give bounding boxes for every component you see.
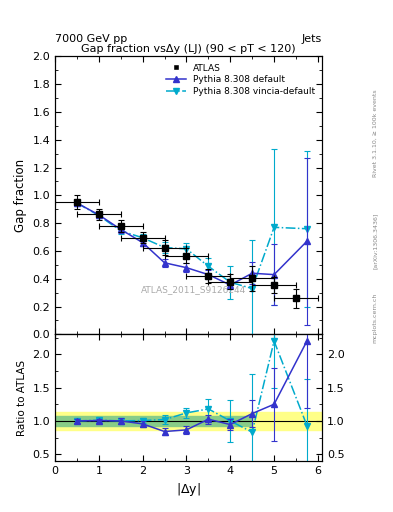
Text: Rivet 3.1.10, ≥ 100k events: Rivet 3.1.10, ≥ 100k events <box>373 89 378 177</box>
Text: ATLAS_2011_S9126244: ATLAS_2011_S9126244 <box>141 285 247 294</box>
Text: Jets: Jets <box>302 33 322 44</box>
Text: 7000 GeV pp: 7000 GeV pp <box>55 33 127 44</box>
Title: Gap fraction vsΔy (LJ) (90 < pT < 120): Gap fraction vsΔy (LJ) (90 < pT < 120) <box>81 44 296 54</box>
Text: mcplots.cern.ch: mcplots.cern.ch <box>373 292 378 343</box>
Text: [arXiv:1306.3436]: [arXiv:1306.3436] <box>373 212 378 269</box>
Legend: ATLAS, Pythia 8.308 default, Pythia 8.308 vincia-default: ATLAS, Pythia 8.308 default, Pythia 8.30… <box>163 61 318 99</box>
X-axis label: |$\Delta$y|: |$\Delta$y| <box>176 481 201 498</box>
Y-axis label: Gap fraction: Gap fraction <box>14 159 27 232</box>
Y-axis label: Ratio to ATLAS: Ratio to ATLAS <box>17 359 27 436</box>
